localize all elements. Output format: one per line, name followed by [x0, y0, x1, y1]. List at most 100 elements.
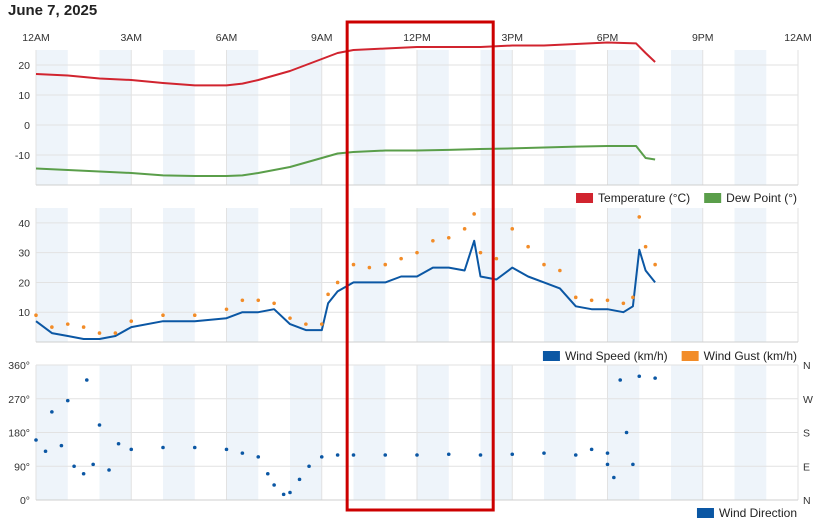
direction-point [351, 453, 356, 457]
time-tick-label: 12PM [403, 32, 430, 44]
gust-point [573, 295, 578, 300]
direction-point [272, 483, 276, 487]
y-axis-labels: -10 0 10 20 10 20 30 40 0° N 90° E 180° S 270° W 360° N [8, 60, 813, 507]
legend-label: Wind Speed (km/h) [565, 349, 668, 363]
shade-band [226, 50, 259, 185]
legend-label: Temperature (°C) [598, 191, 690, 205]
shade-band [99, 50, 132, 185]
shade-band [607, 50, 640, 185]
shade-band [544, 208, 576, 342]
direction-point [415, 453, 419, 457]
wind-speed-line [35, 239, 656, 340]
direction-point [59, 443, 64, 448]
gust-point [34, 313, 38, 318]
gust-point [542, 262, 546, 267]
time-tick-label: 9AM [311, 32, 333, 44]
legend-label: Wind Direction [719, 506, 797, 520]
direction-point [107, 468, 111, 472]
gust-point [589, 298, 594, 303]
direction-point [50, 410, 54, 414]
direction-point [589, 447, 594, 452]
legend-swatch [704, 193, 722, 203]
time-tick-label: 6PM [597, 32, 619, 44]
direction-point [85, 378, 89, 382]
direction-point [618, 378, 622, 382]
y-tick-label: 20 [18, 60, 30, 72]
gust-point [97, 331, 102, 335]
y-tick-label-right: S [803, 428, 810, 440]
shade-band [226, 208, 259, 342]
time-tick-label: 12AM [22, 32, 49, 44]
chart-marks [34, 41, 657, 497]
y-tick-label: 30 [18, 248, 30, 260]
time-tick-label: 3PM [501, 32, 523, 44]
gust-point [383, 262, 388, 267]
highlight-overlay [345, 20, 495, 512]
shade-band [480, 208, 513, 342]
direction-point [637, 374, 642, 379]
legend-label: Wind Gust (km/h) [704, 349, 797, 363]
y-tick-label-right: N [803, 360, 811, 372]
direction-point [97, 423, 102, 427]
shade-band [480, 50, 513, 185]
y-tick-label: 10 [18, 307, 30, 319]
y-tick-label: 180° [8, 428, 30, 440]
shade-band [163, 50, 195, 185]
direction-point [256, 455, 261, 459]
direction-point [612, 475, 616, 480]
shade-band [417, 50, 449, 185]
direction-point [65, 398, 70, 403]
y-tick-label: 20 [18, 277, 30, 289]
y-tick-label: 360° [8, 360, 30, 372]
gust-point [65, 322, 70, 326]
y-tick-label-right: W [803, 394, 813, 406]
direction-point [297, 477, 302, 482]
gust-point [631, 295, 635, 300]
direction-point [624, 430, 629, 435]
gust-point [192, 313, 197, 318]
gust-point [304, 322, 308, 326]
gust-point [526, 244, 530, 249]
direction-point [224, 447, 229, 452]
direction-point [319, 455, 324, 459]
direction-point [478, 453, 483, 457]
gust-point [113, 331, 118, 335]
direction-point [34, 438, 38, 442]
y-tick-label: 40 [18, 218, 30, 230]
direction-point [129, 447, 134, 452]
shade-band [163, 208, 195, 342]
direction-point [240, 451, 245, 455]
legends: Dew Point (°) Temperature (°C) Wind Gust (… [542, 191, 797, 520]
direction-point [116, 441, 121, 446]
shade-band [290, 208, 322, 342]
gust-point [224, 307, 229, 312]
gust-point [367, 265, 372, 270]
y-tick-label-right: E [803, 461, 810, 473]
shade-band [353, 50, 386, 185]
shade-band [36, 208, 68, 342]
shade-band [671, 208, 703, 342]
legend-swatch [696, 508, 714, 518]
grid-lines [35, 50, 799, 501]
legend-label: Dew Point (°) [726, 191, 797, 205]
gust-point [319, 322, 324, 326]
legend-swatch [576, 193, 594, 203]
shade-band [671, 50, 703, 185]
shade-band [417, 208, 449, 342]
temperature-line [35, 41, 656, 87]
direction-point [43, 449, 48, 454]
direction-point [192, 445, 197, 450]
gust-point [446, 235, 451, 240]
legend-swatch [542, 351, 560, 361]
gust-point [240, 298, 245, 303]
gust-point [653, 262, 657, 267]
gust-point [643, 244, 648, 249]
shade-band [353, 208, 386, 342]
direction-point [91, 462, 95, 467]
direction-point [288, 490, 292, 495]
y-tick-label: 270° [8, 394, 30, 406]
y-tick-label: 10 [18, 90, 30, 102]
gust-point [431, 238, 435, 243]
direction-point [446, 452, 451, 457]
direction-point [383, 453, 388, 457]
